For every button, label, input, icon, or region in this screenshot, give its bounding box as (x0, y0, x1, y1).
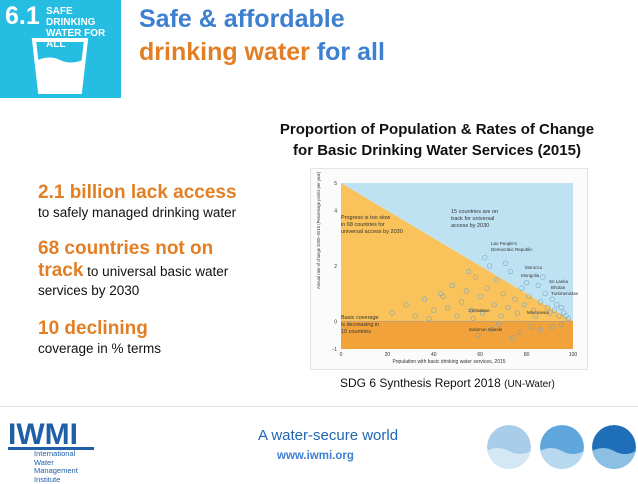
y-tick-label: 4 (334, 209, 337, 215)
title-rest: for all (310, 38, 385, 66)
stat-3-detail: coverage in % terms (38, 340, 288, 358)
logo-sub-2: Water Management (34, 459, 98, 476)
x-tick-label: 80 (524, 352, 530, 358)
annotation-mongolia: Mongolia (521, 273, 540, 278)
y-tick-label: 5 (334, 181, 337, 187)
x-tick-label: 20 (385, 352, 391, 358)
ontrack-label-3: access by 2030 (451, 223, 489, 229)
stat-2-line-2: track to universal basic water (38, 260, 288, 282)
annotation-turkmenistan: Turkmenistan (551, 291, 579, 296)
progress-label-3: universal access by 2030 (341, 229, 403, 235)
ontrack-label-2: track for universal (451, 216, 494, 222)
water-circle-light-icon (487, 425, 531, 469)
annotation-srilanka: Sri Lanka (549, 279, 569, 284)
svg-text:IWMI: IWMI (8, 418, 78, 451)
stat-block-3: 10 declining coverage in % terms (38, 318, 288, 358)
declining-label-2: is decreasing in (341, 322, 379, 328)
iwmi-logo: IWMI International Water Management Inst… (8, 414, 98, 476)
water-glass-icon (0, 0, 121, 98)
stat-3-headline: 10 declining (38, 318, 288, 340)
progress-label-1: Progress is too slow (341, 215, 390, 221)
progress-label-2: in 68 countries for (341, 222, 385, 228)
annotation-micronesia: Micronesia (527, 310, 549, 315)
annotation-solomon: Solomon Islands (469, 327, 503, 332)
annotation-laos-2: Democratic Republic (491, 247, 533, 252)
stat-2-headline: 68 countries not on (38, 238, 288, 260)
stat-2-detail-a: to universal basic water (83, 264, 228, 279)
x-tick-label: 100 (569, 352, 578, 358)
website-link[interactable]: www.iwmi.org (277, 450, 354, 462)
source-citation: SDG 6 Synthesis Report 2018 (UN-Water) (340, 376, 555, 390)
water-circle-dark-icon (592, 425, 636, 469)
declining-label-3: 10 countries (341, 329, 371, 335)
y-tick-label: 0 (334, 319, 337, 325)
y-axis-ticks: 5 4 2 0 -1 (333, 181, 338, 353)
declining-label-1: Basic coverage (341, 315, 379, 321)
y-tick-label: 2 (334, 264, 337, 270)
stat-1-detail: to safely managed drinking water (38, 204, 288, 222)
water-circle-medium-icon (540, 425, 584, 469)
annotation-bhutan: Bhutan (551, 285, 566, 290)
chart-heading: Proportion of Population & Rates of Chan… (248, 119, 626, 161)
x-tick-label: 40 (431, 352, 437, 358)
annotation-zimbabwe: Zimbabwe (469, 308, 490, 313)
stat-2-headline-b: track (38, 260, 83, 281)
tagline: A water-secure world (258, 427, 398, 444)
ontrack-label-1: 15 countries are on (451, 209, 498, 215)
x-axis-ticks: 0 20 40 60 80 100 (340, 352, 578, 358)
logo-sub-3: Institute (34, 476, 98, 484)
chart-heading-line-1: Proportion of Population & Rates of Chan… (248, 119, 626, 140)
page-title: Safe & affordable drinking water for all (139, 3, 385, 69)
annotation-morocco: Morocco (525, 265, 543, 270)
sdg-badge: 6.1 SAFE DRINKING WATER FOR ALL (0, 0, 121, 98)
x-axis-label: Population with basic drinking water ser… (392, 359, 505, 365)
chart-heading-line-2: for Basic Drinking Water Services (2015) (248, 140, 626, 161)
stat-block-2: 68 countries not on track to universal b… (38, 238, 288, 300)
annotation-laos-1: Lao People's (491, 241, 518, 246)
x-tick-label: 60 (477, 352, 483, 358)
y-tick-label: -1 (333, 347, 338, 353)
footer-divider (0, 406, 638, 407)
stat-block-1: 2.1 billion lack access to safely manage… (38, 182, 288, 222)
title-line-1: Safe & affordable (139, 3, 385, 36)
source-main: SDG 6 Synthesis Report 2018 (340, 376, 501, 390)
stat-2-detail-b: services by 2030 (38, 282, 288, 300)
stat-1-headline: 2.1 billion lack access (38, 182, 288, 204)
title-line-2: drinking water for all (139, 36, 385, 69)
x-tick-label: 0 (340, 352, 343, 358)
title-highlight: drinking water (139, 38, 310, 66)
y-axis-label: Annual rate of change 2000–2015 (Percent… (316, 171, 321, 289)
source-sub: (UN-Water) (504, 379, 555, 390)
